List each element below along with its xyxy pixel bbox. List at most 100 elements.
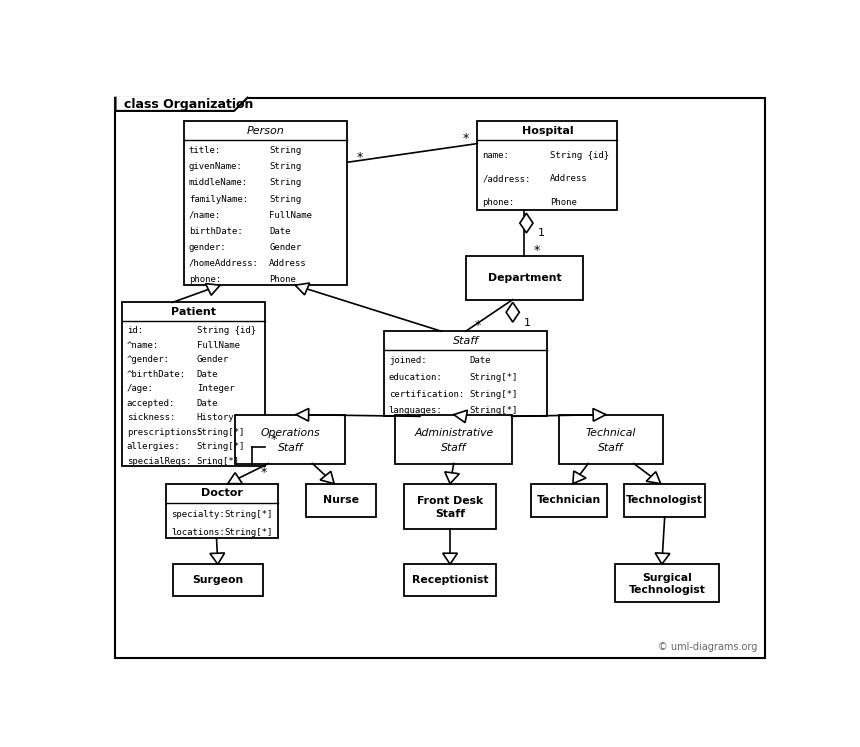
Text: Staff: Staff	[599, 443, 624, 453]
Text: *: *	[533, 244, 539, 257]
Bar	[173, 564, 263, 596]
Bar	[624, 483, 705, 517]
Text: History: History	[197, 413, 234, 422]
Text: givenName:: givenName:	[189, 162, 243, 171]
Polygon shape	[454, 410, 468, 423]
Polygon shape	[296, 409, 309, 421]
Text: specialty:: specialty:	[171, 509, 224, 518]
Text: Operations: Operations	[261, 428, 320, 438]
Text: String[*]: String[*]	[469, 406, 518, 415]
Bar	[306, 483, 376, 517]
Text: String {id}: String {id}	[550, 151, 610, 160]
Bar	[236, 415, 346, 463]
Polygon shape	[443, 554, 458, 564]
Text: © uml-diagrams.org: © uml-diagrams.org	[658, 642, 758, 652]
Text: Date: Date	[469, 356, 490, 365]
Text: 1: 1	[538, 229, 544, 238]
Text: *: *	[356, 151, 363, 164]
Polygon shape	[519, 213, 533, 233]
Text: Department: Department	[488, 273, 562, 283]
Text: education:: education:	[389, 373, 443, 382]
Text: Surgical: Surgical	[642, 574, 692, 583]
Text: ^gender:: ^gender:	[126, 356, 169, 365]
Bar	[384, 331, 547, 416]
Text: languages:: languages:	[389, 406, 443, 415]
Text: name:: name:	[482, 151, 509, 160]
Polygon shape	[206, 284, 220, 295]
Text: Staff: Staff	[435, 509, 465, 519]
Bar	[184, 121, 347, 285]
Polygon shape	[655, 553, 670, 564]
Polygon shape	[115, 98, 248, 111]
Text: Person: Person	[247, 125, 285, 136]
Text: String: String	[269, 146, 301, 155]
Text: Integer: Integer	[197, 385, 234, 394]
Text: Nurse: Nurse	[323, 495, 359, 505]
Text: Sring[*]: Sring[*]	[197, 457, 240, 466]
Text: Technologist: Technologist	[626, 495, 703, 505]
Text: Address: Address	[269, 259, 307, 268]
Text: familyName:: familyName:	[189, 194, 248, 203]
Text: class Organization: class Organization	[124, 98, 254, 111]
Bar	[531, 483, 607, 517]
Text: Phone: Phone	[550, 198, 577, 207]
Text: /name:: /name:	[189, 211, 221, 220]
Text: specialReqs:: specialReqs:	[126, 457, 191, 466]
Text: String[*]: String[*]	[224, 527, 273, 536]
Text: Date: Date	[197, 370, 218, 379]
Text: *: *	[475, 319, 481, 332]
Text: locations:: locations:	[171, 527, 224, 536]
Polygon shape	[573, 471, 586, 483]
Polygon shape	[210, 553, 224, 564]
Text: /homeAddress:: /homeAddress:	[189, 259, 259, 268]
Polygon shape	[646, 471, 660, 483]
Text: Doctor: Doctor	[201, 488, 243, 498]
Bar	[477, 121, 617, 211]
Text: ^birthDate:: ^birthDate:	[126, 370, 186, 379]
Text: Date: Date	[269, 227, 291, 236]
Text: String[*]: String[*]	[469, 389, 518, 398]
Text: String[*]: String[*]	[197, 428, 245, 437]
Text: prescriptions:: prescriptions:	[126, 428, 202, 437]
Text: FullName: FullName	[269, 211, 312, 220]
Text: Surgeon: Surgeon	[192, 575, 243, 585]
Text: Address: Address	[550, 174, 588, 183]
Text: Front Desk: Front Desk	[417, 496, 483, 506]
Bar	[166, 483, 278, 539]
Text: phone:: phone:	[189, 275, 221, 284]
Text: Phone: Phone	[269, 275, 296, 284]
Bar	[616, 564, 719, 601]
Text: String {id}: String {id}	[197, 326, 255, 335]
Text: Technician: Technician	[537, 495, 601, 505]
Text: joined:: joined:	[389, 356, 427, 365]
Text: String: String	[269, 194, 301, 203]
Text: Hospital: Hospital	[521, 125, 574, 136]
Polygon shape	[295, 283, 310, 295]
Text: ^name:: ^name:	[126, 341, 159, 350]
Polygon shape	[228, 473, 243, 484]
Text: /address:: /address:	[482, 174, 531, 183]
Text: Receptionist: Receptionist	[412, 575, 488, 585]
Bar	[396, 415, 512, 463]
Text: /age:: /age:	[126, 385, 154, 394]
Text: String: String	[269, 179, 301, 187]
Text: String[*]: String[*]	[469, 373, 518, 382]
Text: String: String	[269, 162, 301, 171]
Text: Gender: Gender	[197, 356, 229, 365]
Text: Staff: Staff	[441, 443, 466, 453]
Text: Staff: Staff	[278, 443, 304, 453]
Polygon shape	[507, 303, 519, 322]
Bar	[122, 303, 266, 466]
Bar	[404, 483, 496, 529]
Text: sickness:: sickness:	[126, 413, 175, 422]
Text: accepted:: accepted:	[126, 399, 175, 408]
Text: allergies:: allergies:	[126, 442, 181, 451]
Text: Date: Date	[197, 399, 218, 408]
Text: String[*]: String[*]	[224, 509, 273, 518]
Text: Technical: Technical	[586, 428, 636, 438]
Text: title:: title:	[189, 146, 221, 155]
Text: middleName:: middleName:	[189, 179, 248, 187]
Text: *: *	[270, 433, 277, 446]
Text: Gender: Gender	[269, 243, 301, 252]
Text: FullName: FullName	[197, 341, 240, 350]
